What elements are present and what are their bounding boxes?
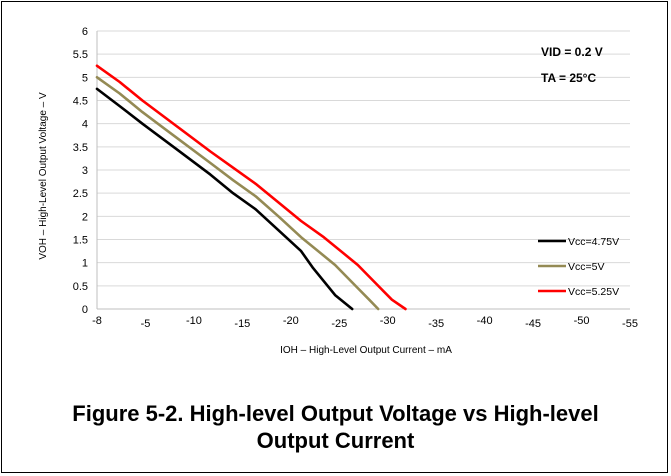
x-tick-label: -40 [477,315,493,327]
y-tick-label: 4 [82,119,88,131]
x-tick-label: -30 [380,315,396,327]
y-tick-label: 6 [82,26,88,38]
y-tick-label: 2 [82,211,88,223]
series-line-2 [95,76,380,311]
x-tick-label: -15 [234,318,250,330]
figure-caption: Figure 5-2. High-level Output Voltage vs… [0,400,671,454]
y-tick-label: 4.5 [73,96,88,108]
x-tick-label: -35 [428,318,444,330]
y-tick-label: 1 [82,258,88,270]
legend-label-2: Vcc=5V [568,261,604,273]
annotation-ta: TA = 25°C [541,71,596,85]
series-line-3 [95,64,407,311]
y-tick-label: 0.5 [73,281,88,293]
y-tick-label: 2.5 [73,188,88,200]
x-tick-label: -20 [283,315,299,327]
y-tick-label: 5.5 [73,49,88,61]
x-tick-label: -5 [141,318,151,330]
legend-label-1: Vcc=4.75V [568,236,619,248]
y-tick-label: 3.5 [73,142,88,154]
x-tick-label: -8 [92,315,102,327]
y-axis-title: VOH – High-Level Output Voltage – V [38,92,49,260]
series-line-1 [95,87,354,311]
gridlines [97,30,630,287]
x-tick-label: -45 [525,318,541,330]
y-tick-label: 5 [82,72,88,84]
y-tick-label: 0 [82,304,88,316]
x-tick-label: -10 [186,315,202,327]
y-tick-labels: 0 0.5 1 1.5 2 2.5 3 3.5 4 4.5 5 5.5 6 [73,26,88,316]
x-tick-label: -50 [574,315,590,327]
caption-line-2: Output Current [256,428,415,453]
series-lines [95,64,407,311]
x-tick-labels: -8 -5 -10 -15 -20 -25 -30 -35 -40 -45 -50 -55 [92,315,638,330]
legend: Vcc=4.75V Vcc=5V Vcc=5.25V [538,236,619,298]
annotation-vid: VID = 0.2 V [541,45,603,59]
legend-label-3: Vcc=5.25V [568,286,619,298]
y-tick-label: 1.5 [73,235,88,247]
chart: 00.511.522.533.544.555.56 -8 -5 -10 -15 -20-… [38,26,638,356]
y-tick-label: 3 [82,165,88,177]
x-tick-label: -55 [622,318,638,330]
x-tick-label: -25 [331,318,347,330]
x-axis-title: IOH – High-Level Output Current – mA [280,345,452,356]
caption-line-1: Figure 5-2. High-level Output Voltage vs… [72,401,599,426]
